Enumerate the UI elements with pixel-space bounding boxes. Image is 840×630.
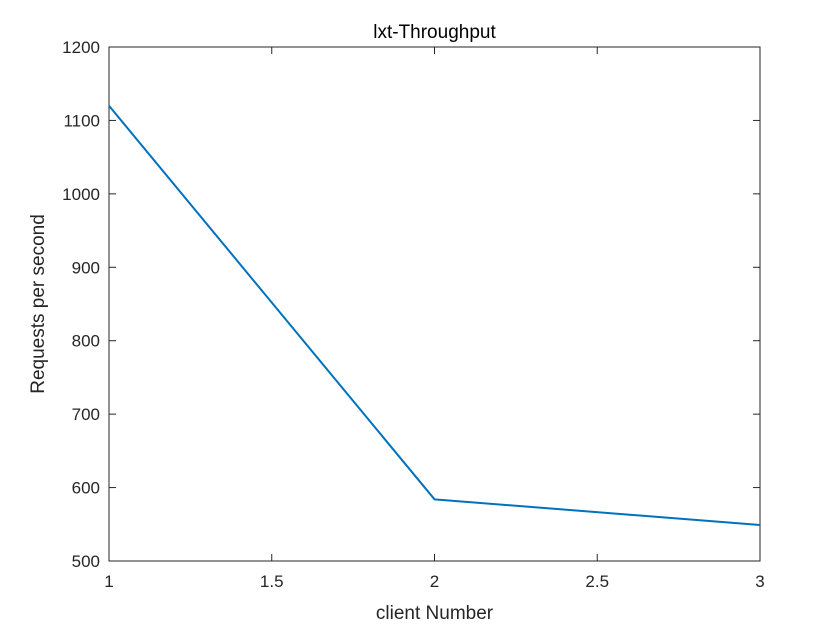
y-tick-label: 900 [72,258,100,277]
y-tick-label: 1000 [62,185,100,204]
x-tick-label: 3 [755,572,764,591]
y-tick-label: 700 [72,405,100,424]
x-tick-label: 1 [104,572,113,591]
plot-area [108,46,761,562]
tick-labels: 1 1.5 2 2.5 3 500 600 700 800 900 1000 1100 1200 [62,38,765,591]
y-axis-label: Requests per second [28,214,49,394]
y-tick-label: 1100 [63,111,100,130]
y-tick-label: 800 [72,332,100,351]
tick-marks [108,46,761,562]
x-tick-label: 2 [430,572,439,591]
x-tick-label: 1.5 [260,572,284,591]
series-layer [108,105,761,527]
x-axis-label: client Number [376,603,494,624]
x-tick-label: 2.5 [585,572,609,591]
chart-title: lxt-Throughput [373,22,496,43]
y-tick-label: 600 [72,479,100,498]
y-tick-label: 1200 [62,38,100,57]
y-tick-label: 500 [72,552,100,571]
